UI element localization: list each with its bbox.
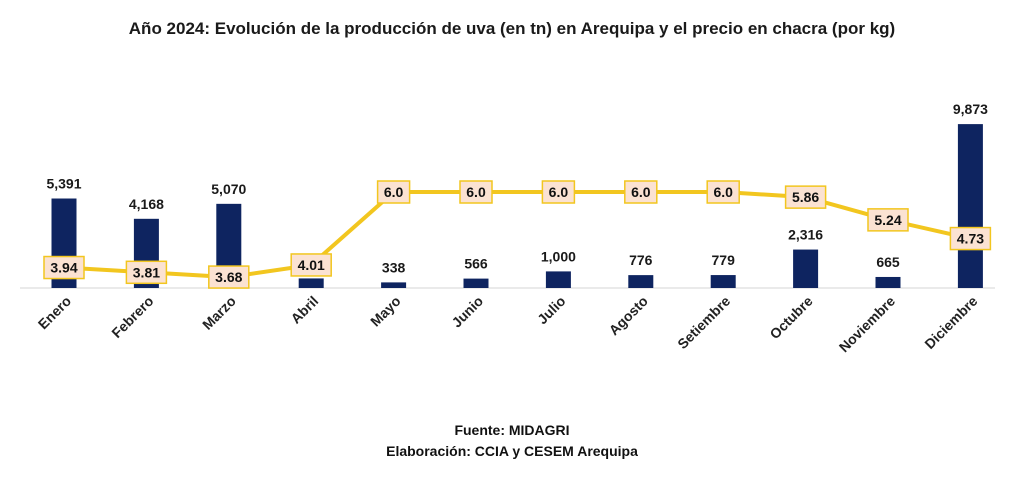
- price-label-box: [784, 185, 827, 209]
- price-label: 6.0: [376, 180, 411, 204]
- bar-value-label: 9,873: [953, 101, 988, 117]
- price-label-box: [459, 180, 493, 204]
- price-value-label: 6.0: [549, 184, 569, 200]
- price-value-label: 6.0: [466, 184, 486, 200]
- price-label-box: [208, 265, 250, 289]
- bar-abril: [298, 278, 324, 288]
- footer: Fuente: MIDAGRI Elaboración: CCIA y CESE…: [0, 420, 1024, 462]
- bar-value-label: 5,391: [46, 176, 81, 192]
- price-label: 5.86: [784, 185, 827, 209]
- x-tick-label: Enero: [35, 293, 74, 332]
- x-tick-label: Diciembre: [921, 293, 980, 352]
- price-label-box: [125, 260, 168, 285]
- bar-octubre: [793, 249, 819, 288]
- source-note: Fuente: MIDAGRI: [454, 422, 570, 438]
- chart-title-text: Año 2024: Evolución de la producción de …: [128, 19, 896, 38]
- price-value-label: 3.94: [50, 260, 77, 276]
- category-labels-group: Enero Febrero Marzo Abril Mayo Junio Julio Agos…: [35, 293, 981, 356]
- bar-value-label: 665: [876, 254, 900, 270]
- bar-setiembre: [710, 275, 736, 288]
- price-labels-group: 3.94 3.81 3.68 4.01 6.0 6.0 6.0 6.0 6.0 5.86 5.24 4…: [43, 180, 992, 289]
- bar-value-label: 779: [712, 252, 736, 268]
- price-value-label: 5.86: [792, 189, 819, 205]
- price-value-label: 5.24: [874, 212, 901, 228]
- credit-note: Elaboración: CCIA y CESEM Arequipa: [386, 443, 638, 459]
- x-tick-label: Febrero: [108, 293, 156, 341]
- price-label: 5.24: [867, 208, 909, 232]
- price-label-box: [867, 208, 909, 232]
- price-label-box: [541, 180, 576, 204]
- price-value-label: 3.81: [133, 264, 160, 280]
- bar-value-label: 1,000: [541, 248, 576, 264]
- price-label: 3.68: [208, 265, 250, 289]
- x-tick-label: Abril: [287, 293, 321, 327]
- price-label: 4.01: [290, 253, 332, 277]
- bar-agosto: [628, 275, 654, 288]
- bar-value-label: 566: [464, 256, 488, 272]
- x-tick-label: Noviembre: [836, 293, 899, 356]
- price-label: 6.0: [624, 180, 658, 204]
- bar-mayo: [381, 282, 407, 288]
- bar-julio: [545, 271, 571, 288]
- price-label: 6.0: [541, 180, 576, 204]
- price-label-box: [624, 180, 658, 204]
- price-label-box: [706, 180, 740, 204]
- x-tick-label: Agosto: [606, 293, 651, 338]
- price-label-box: [376, 180, 411, 204]
- chart-canvas: 5,3914,1685,0705773385661,0007767792,316…: [20, 101, 995, 356]
- x-tick-label: Junio: [448, 293, 486, 331]
- bar-value-label: 2,316: [788, 227, 823, 243]
- bar-value-label: 338: [382, 259, 406, 275]
- x-tick-label: Marzo: [199, 293, 239, 333]
- bars-group: [51, 124, 983, 288]
- bar-value-label: 776: [629, 252, 653, 268]
- price-label-box: [43, 255, 85, 280]
- bar-value-label: 5,070: [211, 181, 246, 197]
- price-value-label: 6.0: [713, 184, 733, 200]
- price-value-label: 4.01: [298, 257, 325, 273]
- price-value-label: 6.0: [384, 184, 404, 200]
- bar-labels-group: 5,3914,1685,0705773385661,0007767792,316…: [46, 101, 988, 275]
- price-line: [63, 190, 971, 280]
- price-value-label: 3.68: [215, 269, 242, 285]
- price-value-label: 4.73: [957, 231, 984, 247]
- price-label-box: [290, 253, 332, 277]
- x-tick-label: Setiembre: [674, 293, 733, 352]
- x-tick-label: Julio: [534, 293, 568, 327]
- price-label: 3.81: [125, 260, 168, 285]
- price-value-label: 6.0: [631, 184, 651, 200]
- price-label-box: [949, 226, 992, 251]
- bar-junio: [463, 278, 489, 288]
- bar-value-label: 4,168: [129, 196, 164, 212]
- price-label: 6.0: [459, 180, 493, 204]
- price-label: 4.73: [949, 226, 992, 251]
- x-tick-label: Octubre: [766, 293, 815, 342]
- price-label: 6.0: [706, 180, 740, 204]
- bar-diciembre: [957, 124, 983, 288]
- price-label: 3.94: [43, 255, 85, 280]
- bar-noviembre: [875, 276, 901, 288]
- chart-title: Año 2024: Evolución de la producción de …: [0, 18, 1024, 40]
- x-tick-label: Mayo: [367, 293, 404, 330]
